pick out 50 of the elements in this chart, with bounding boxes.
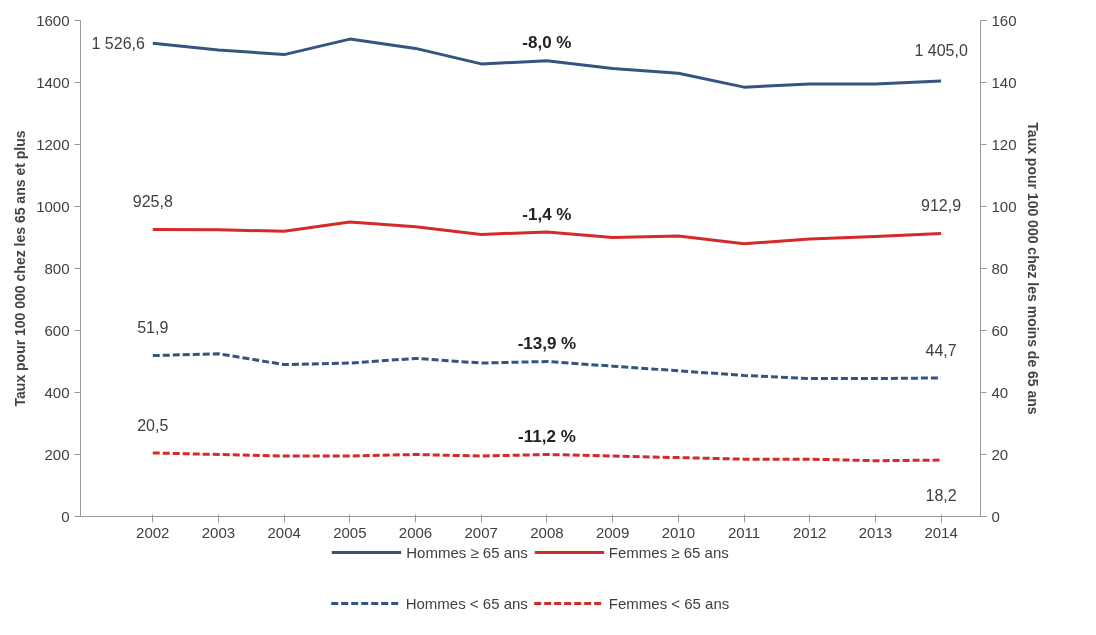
y-tick-label: 1400 xyxy=(36,73,70,91)
x-tick-label: 2007 xyxy=(464,523,498,541)
x-tick-label: 2013 xyxy=(858,523,893,541)
y2-tick-label: 0 xyxy=(991,507,1000,525)
data-label: 18,2 xyxy=(925,487,957,505)
data-label: 1 526,6 xyxy=(91,34,145,52)
y-axis-title: Taux pour 100 000 chez les 65 ans et plus xyxy=(12,130,29,407)
x-tick-label: 2011 xyxy=(727,523,761,541)
x-tick-label: 2010 xyxy=(661,523,695,541)
legend-label: Hommes ≥ 65 ans xyxy=(406,543,528,561)
y-tick-label: 1600 xyxy=(36,11,70,29)
x-tick-label: 2005 xyxy=(333,523,367,541)
legend-label: Femmes ≥ 65 ans xyxy=(608,543,729,561)
y-tick-label: 800 xyxy=(44,259,70,277)
annotation: -11,2 % xyxy=(518,427,576,447)
y2-tick-label: 80 xyxy=(991,259,1009,277)
legend-label: Femmes < 65 ans xyxy=(608,594,730,612)
y2-tick-label: 20 xyxy=(991,445,1009,463)
x-tick-label: 2009 xyxy=(595,523,630,541)
y2-tick-label: 60 xyxy=(991,321,1009,339)
x-tick-label: 2012 xyxy=(793,523,827,541)
y-tick-label: 200 xyxy=(44,445,70,463)
annotation: -8,0 % xyxy=(522,33,572,53)
data-label: 51,9 xyxy=(137,319,169,337)
y-tick-label: 1000 xyxy=(36,197,70,215)
x-tick-label: 2006 xyxy=(398,523,433,541)
y2-tick-label: 100 xyxy=(991,197,1017,215)
data-label: 44,7 xyxy=(925,341,957,359)
annotation: -13,9 % xyxy=(517,334,577,354)
x-tick-label: 2003 xyxy=(201,523,236,541)
x-tick-label: 2008 xyxy=(530,523,564,541)
y2-tick-label: 140 xyxy=(991,73,1017,91)
data-label: 912,9 xyxy=(921,197,962,215)
y2-tick-label: 120 xyxy=(991,135,1017,153)
y-tick-label: 0 xyxy=(61,507,70,525)
y2-tick-label: 40 xyxy=(991,383,1009,401)
y-tick-label: 600 xyxy=(44,321,70,339)
y-tick-label: 400 xyxy=(44,383,70,401)
x-tick-label: 2004 xyxy=(267,523,301,541)
x-tick-label: 2002 xyxy=(136,523,170,541)
y2-axis-title: Taux pour 100 000 chez les moins de 65 ans xyxy=(1024,122,1041,415)
legend-label: Hommes < 65 ans xyxy=(405,594,528,612)
data-label: 20,5 xyxy=(137,416,169,434)
line-series xyxy=(151,451,943,463)
annotation: -1,4 % xyxy=(522,204,572,224)
y-tick-label: 1200 xyxy=(36,135,70,153)
data-label: 1 405,0 xyxy=(914,41,968,59)
x-tick-label: 2014 xyxy=(924,523,958,541)
y2-tick-label: 160 xyxy=(991,11,1017,29)
data-label: 925,8 xyxy=(132,193,173,211)
